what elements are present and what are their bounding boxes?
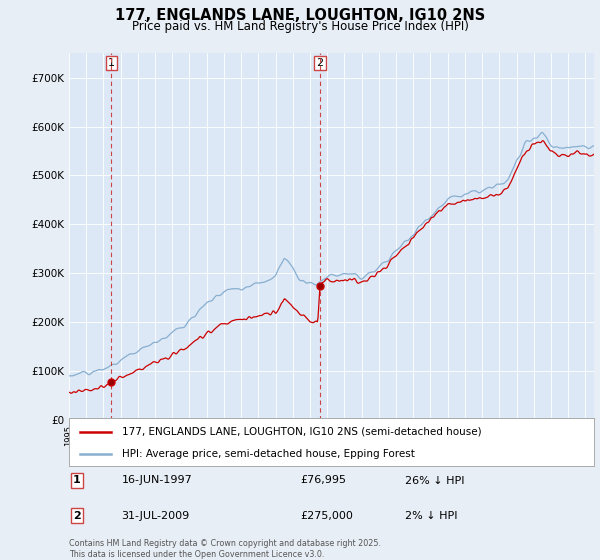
Text: 177, ENGLANDS LANE, LOUGHTON, IG10 2NS (semi-detached house): 177, ENGLANDS LANE, LOUGHTON, IG10 2NS (… <box>121 427 481 437</box>
Text: HPI: Average price, semi-detached house, Epping Forest: HPI: Average price, semi-detached house,… <box>121 449 415 459</box>
Text: 177, ENGLANDS LANE, LOUGHTON, IG10 2NS: 177, ENGLANDS LANE, LOUGHTON, IG10 2NS <box>115 8 485 24</box>
Text: Price paid vs. HM Land Registry's House Price Index (HPI): Price paid vs. HM Land Registry's House … <box>131 20 469 32</box>
Text: 16-JUN-1997: 16-JUN-1997 <box>121 475 192 486</box>
Text: 26% ↓ HPI: 26% ↓ HPI <box>405 475 464 486</box>
Text: Contains HM Land Registry data © Crown copyright and database right 2025.
This d: Contains HM Land Registry data © Crown c… <box>69 539 381 559</box>
Text: 1: 1 <box>73 475 81 486</box>
Text: 1: 1 <box>108 58 115 68</box>
Text: 31-JUL-2009: 31-JUL-2009 <box>121 511 190 521</box>
Text: 2: 2 <box>73 511 81 521</box>
Text: £275,000: £275,000 <box>300 511 353 521</box>
Text: 2% ↓ HPI: 2% ↓ HPI <box>405 511 458 521</box>
Text: £76,995: £76,995 <box>300 475 346 486</box>
Text: 2: 2 <box>316 58 323 68</box>
